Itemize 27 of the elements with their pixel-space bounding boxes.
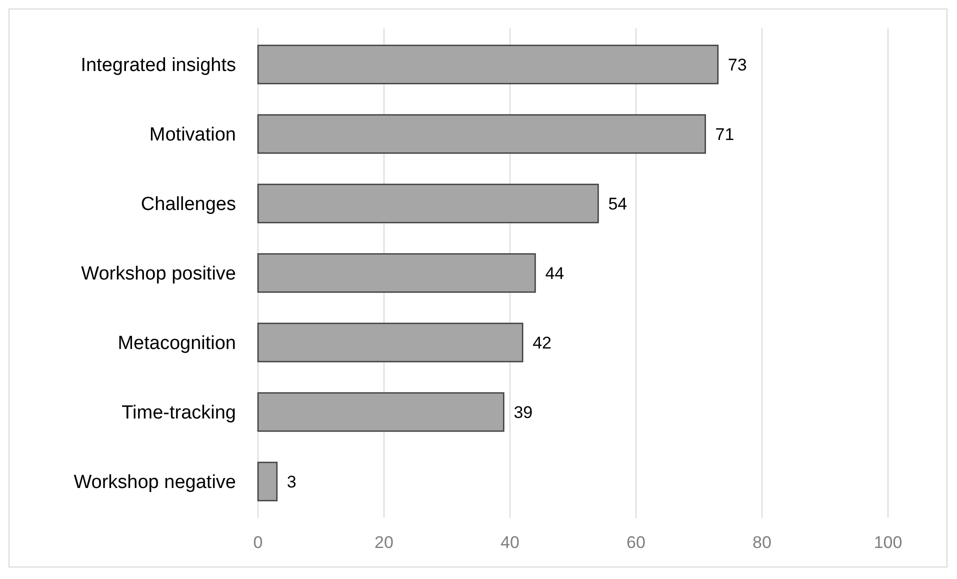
- x-tick-label: 40: [500, 533, 520, 552]
- bar: [257, 462, 278, 502]
- data-label: 73: [728, 55, 747, 74]
- y-tick-label: Metacognition: [118, 333, 236, 354]
- y-tick-label: Integrated insights: [80, 55, 236, 76]
- data-label: 3: [286, 472, 296, 492]
- data-label: 44: [545, 264, 564, 283]
- data-label: 39: [514, 402, 533, 422]
- x-tick-label: 80: [752, 533, 772, 552]
- data-label: 42: [532, 333, 552, 352]
- x-tick-label: 60: [626, 533, 646, 552]
- x-tick-label: 20: [374, 533, 394, 552]
- y-tick-label: Workshop negative: [74, 472, 236, 494]
- x-tick-label: 0: [253, 533, 263, 552]
- y-tick-label: Workshop positive: [81, 264, 236, 285]
- bar: [257, 253, 536, 293]
- bar: [257, 392, 504, 432]
- y-tick-label: Time-tracking: [122, 402, 236, 424]
- x-tick-label: 100: [874, 533, 902, 552]
- bar: [257, 44, 719, 84]
- data-label: 71: [715, 124, 734, 144]
- bar: [257, 322, 524, 362]
- bar: [257, 184, 599, 224]
- bar: [257, 114, 706, 154]
- y-tick-label: Challenges: [140, 194, 236, 216]
- data-label: 54: [608, 194, 628, 214]
- y-tick-label: Motivation: [149, 124, 236, 146]
